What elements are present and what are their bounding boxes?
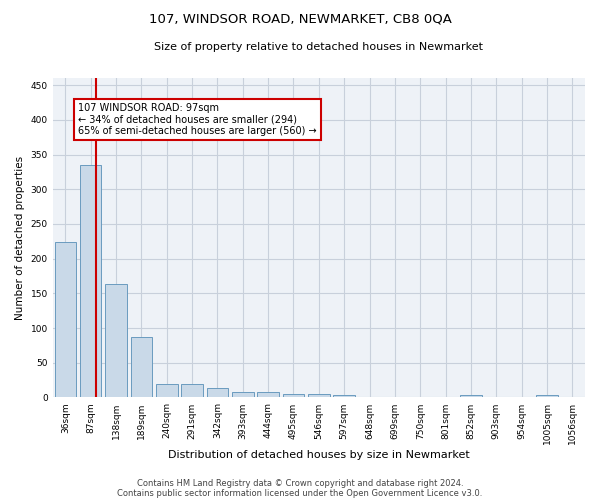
Text: 107, WINDSOR ROAD, NEWMARKET, CB8 0QA: 107, WINDSOR ROAD, NEWMARKET, CB8 0QA	[149, 12, 451, 26]
Text: Contains public sector information licensed under the Open Government Licence v3: Contains public sector information licen…	[118, 488, 482, 498]
Bar	[131, 337, 152, 398]
Bar	[536, 396, 558, 398]
Bar	[308, 394, 329, 398]
Bar	[232, 392, 254, 398]
Bar	[283, 394, 304, 398]
Bar	[156, 384, 178, 398]
Bar	[460, 396, 482, 398]
Bar	[334, 396, 355, 398]
Text: 107 WINDSOR ROAD: 97sqm
← 34% of detached houses are smaller (294)
65% of semi-d: 107 WINDSOR ROAD: 97sqm ← 34% of detache…	[78, 102, 317, 136]
Bar	[105, 284, 127, 398]
Bar	[80, 165, 101, 398]
Y-axis label: Number of detached properties: Number of detached properties	[15, 156, 25, 320]
Bar	[206, 388, 228, 398]
Bar	[257, 392, 279, 398]
X-axis label: Distribution of detached houses by size in Newmarket: Distribution of detached houses by size …	[168, 450, 470, 460]
Bar	[181, 384, 203, 398]
Bar	[55, 242, 76, 398]
Text: Contains HM Land Registry data © Crown copyright and database right 2024.: Contains HM Land Registry data © Crown c…	[137, 478, 463, 488]
Title: Size of property relative to detached houses in Newmarket: Size of property relative to detached ho…	[154, 42, 484, 52]
